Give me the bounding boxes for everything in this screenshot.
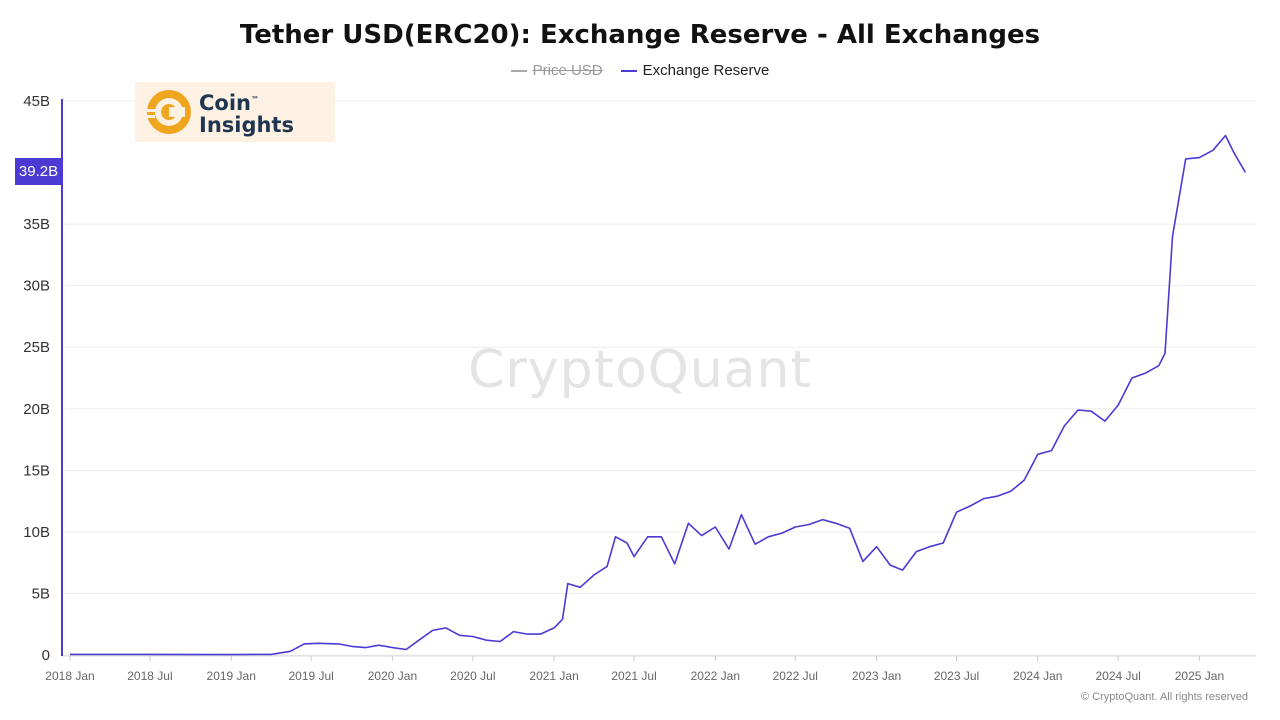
logo-text: Coin™ Insights [199,89,294,136]
x-tick-label: 2021 Jan [529,669,578,683]
current-value-badge: 39.2B [15,158,62,185]
y-tick-label: 0 [42,647,50,664]
legend-label-exchange-reserve: Exchange Reserve [642,62,770,79]
y-tick-label: 20B [23,401,50,418]
y-tick-label: 25B [23,339,50,356]
y-tick-label: 45B [23,93,50,110]
y-tick-label: 30B [23,278,50,295]
logo-tm: ™ [251,94,259,104]
x-tick-label: 2024 Jan [1013,669,1062,683]
y-tick-label: 10B [23,524,50,541]
y-tick-label: 15B [23,462,50,479]
x-tick-label: 2018 Jan [45,669,94,683]
legend-item-price-usd[interactable]: Price USD [510,62,603,79]
legend-swatch-price-usd [510,69,527,72]
coin-logo-icon [147,90,191,134]
logo-line1: Coin™ [199,89,294,114]
x-tick-label: 2019 Jan [207,669,256,683]
x-tick-label: 2025 Jan [1175,669,1224,683]
legend: Price USD Exchange Reserve [0,62,1280,79]
series-line-exchange-reserve [70,134,1247,656]
x-tick-label: 2022 Jul [773,669,818,683]
y-tick-label: 35B [23,216,50,233]
watermark: CryptoQuant [468,340,812,400]
x-tick-label: 2019 Jul [288,669,333,683]
x-tick-label: 2023 Jan [852,669,901,683]
chart-title: Tether USD(ERC20): Exchange Reserve - Al… [239,20,1041,50]
x-tick-label: 2022 Jan [691,669,740,683]
logo-word-coin: Coin [199,90,251,115]
logo-line2: Insights [199,112,294,137]
x-tick-label: 2018 Jul [127,669,172,683]
x-tick-label: 2023 Jul [934,669,979,683]
legend-item-exchange-reserve[interactable]: Exchange Reserve [620,62,770,79]
x-tick-label: 2021 Jul [611,669,656,683]
copyright: © CryptoQuant. All rights reserved [1080,691,1248,703]
legend-swatch-exchange-reserve [620,69,637,72]
y-tick-label: 5B [32,585,50,602]
coin-insights-logo: Coin™ Insights [135,82,335,142]
x-tick-label: 2020 Jul [450,669,495,683]
legend-label-price-usd: Price USD [532,62,603,79]
x-tick-label: 2020 Jan [368,669,417,683]
x-tick-label: 2024 Jul [1095,669,1140,683]
